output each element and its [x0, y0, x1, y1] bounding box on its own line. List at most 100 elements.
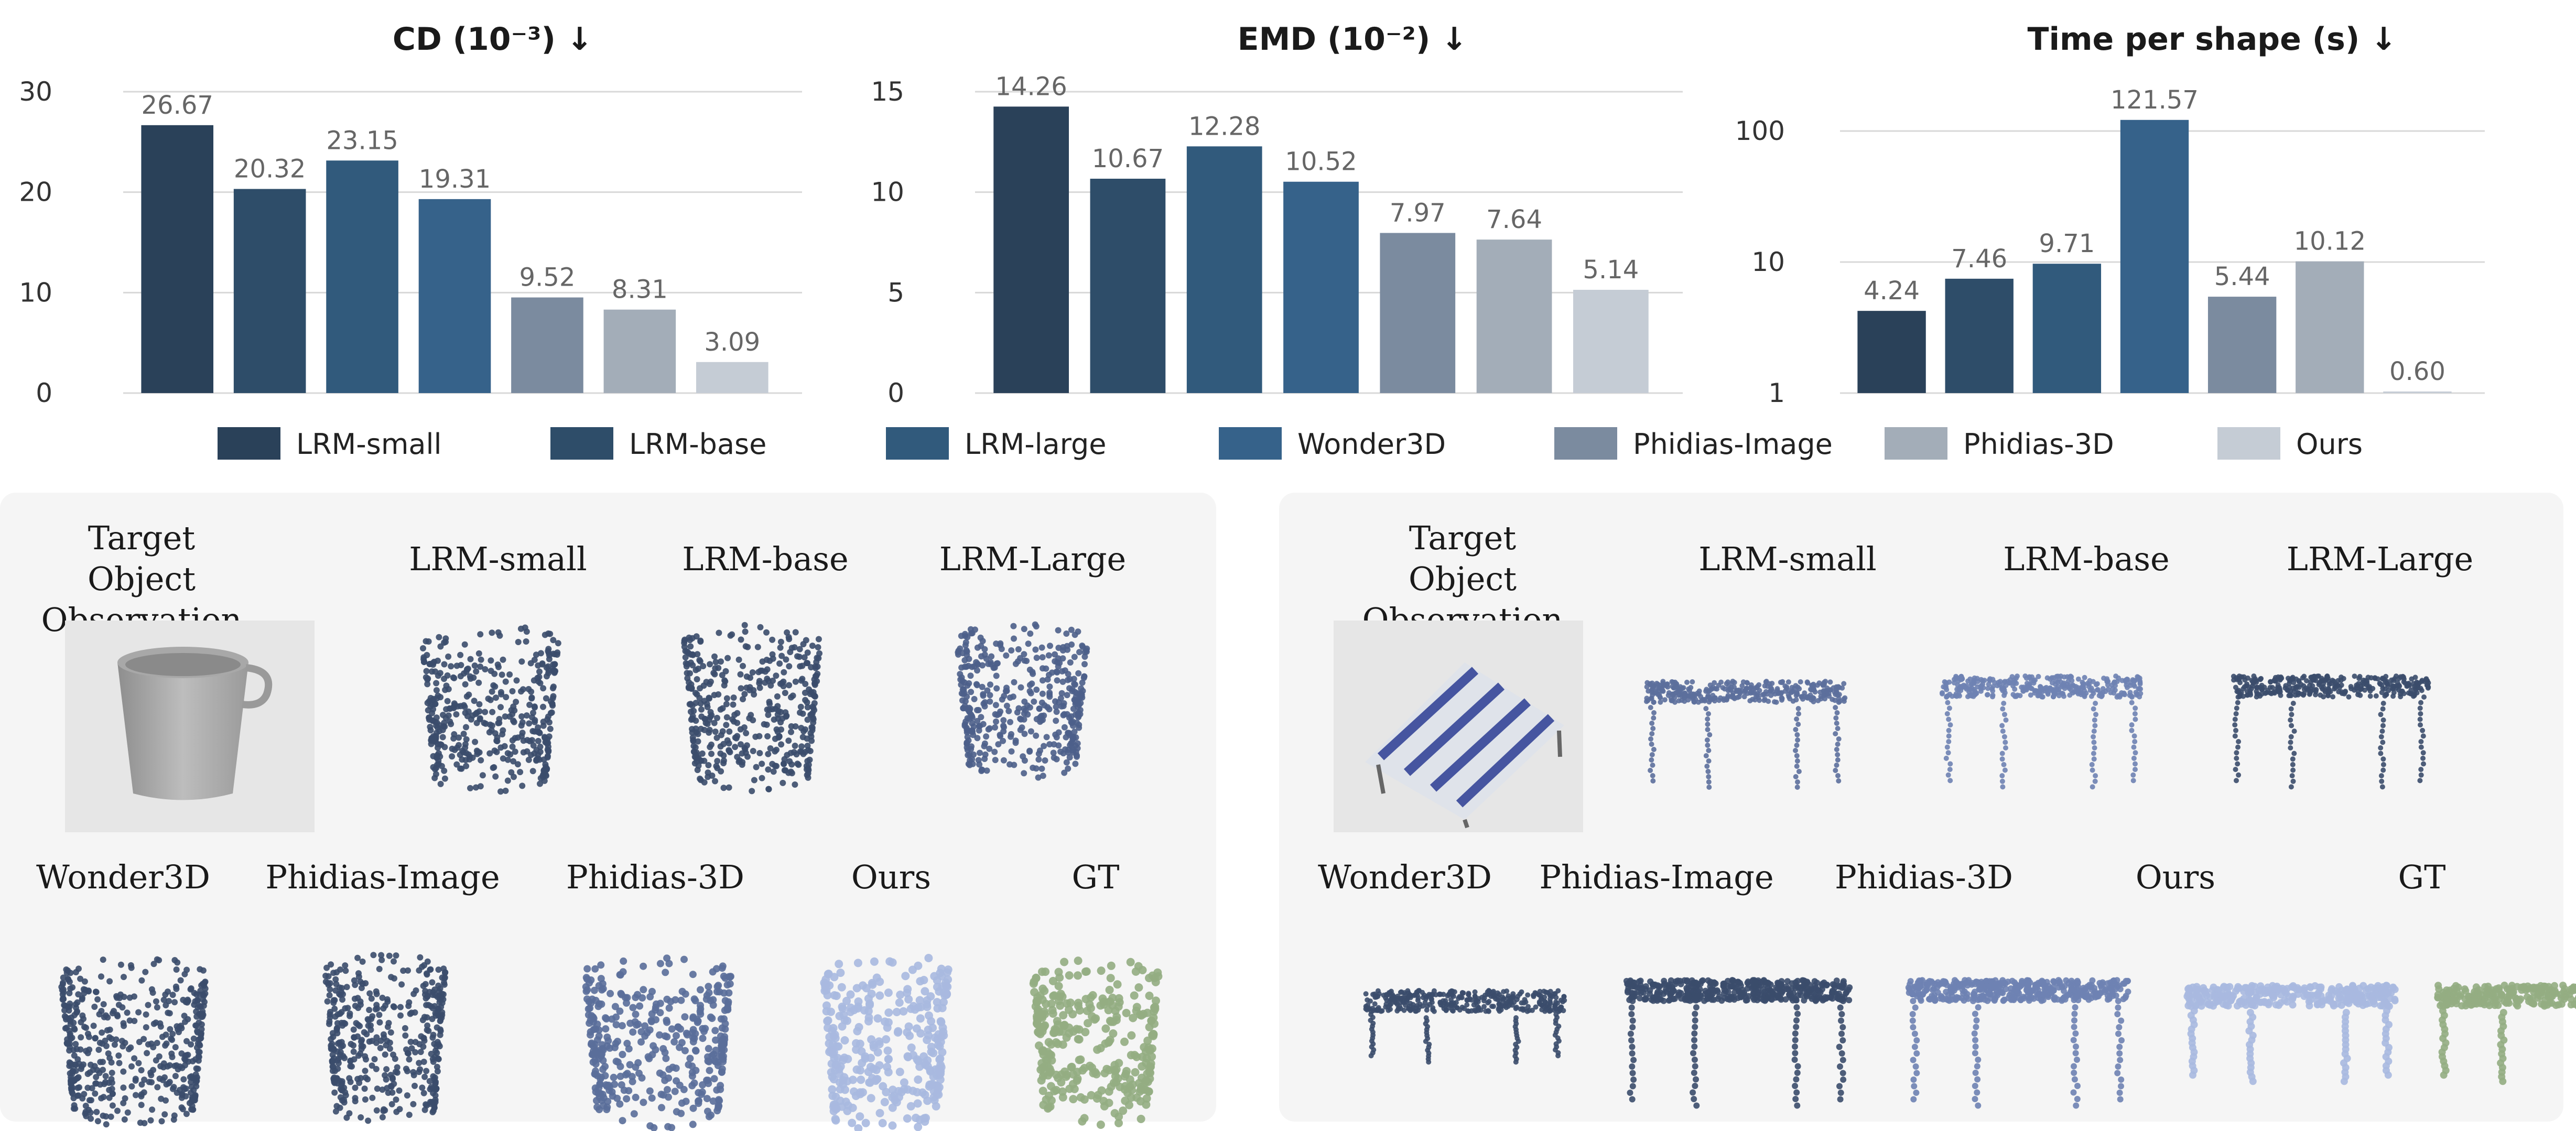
- chart-title: EMD (10⁻²) ↓: [1238, 21, 1468, 58]
- method-label: Phidias-3D: [566, 858, 744, 896]
- y-tick-label: 10: [871, 177, 904, 208]
- method-label: Wonder3D: [36, 858, 210, 896]
- bar-value-label: 8.31: [612, 275, 668, 304]
- bar-value-label: 7.46: [1951, 244, 2007, 274]
- y-tick-label: 20: [19, 177, 52, 208]
- bar-value-label: 12.28: [1188, 112, 1260, 141]
- y-tick-label: 0: [36, 378, 52, 408]
- right-comparison-panel: Target Object Observation LRM-small LRM-b…: [1279, 493, 2563, 1122]
- bar-phidias-image: [2207, 297, 2277, 393]
- bar-phidias-3d: [2296, 261, 2364, 393]
- bar-value-label: 26.67: [142, 91, 213, 120]
- bar-value-label: 10.12: [2294, 227, 2366, 256]
- bar-lrm-small: [141, 125, 214, 393]
- bar-value-label: 23.15: [326, 126, 398, 155]
- bar-lrm-large: [2032, 264, 2102, 393]
- y-tick-label: 0: [887, 378, 904, 408]
- y-tick-label: 100: [1735, 116, 1785, 146]
- bar-value-label: 9.71: [2039, 229, 2095, 258]
- time-chart: Time per shape (s) ↓ 1 10 100 4.24 7.46 9.71 12…: [1735, 21, 2485, 408]
- method-label: GT: [2398, 858, 2446, 896]
- bar-value-label: 14.26: [995, 72, 1067, 101]
- legend-swatch: [2217, 427, 2280, 460]
- bar-ours: [1573, 289, 1649, 393]
- bar-lrm-base: [1945, 278, 2014, 393]
- legend-swatch: [218, 427, 280, 460]
- y-tick-label: 5: [887, 277, 904, 308]
- method-label: LRM-base: [682, 540, 849, 578]
- method-label: LRM-Large: [939, 540, 1127, 578]
- legend-item: LRM-large: [886, 427, 1107, 461]
- bar-ours: [696, 362, 769, 393]
- method-label: Ours: [851, 858, 932, 896]
- bar-value-label: 5.44: [2214, 262, 2270, 291]
- emd-chart: EMD (10⁻²) ↓ 0 5 10 15 14.26 10.67 12.28 10.52 7.…: [871, 21, 1683, 408]
- legend-label: Ours: [2296, 428, 2363, 461]
- legend-label: Wonder3D: [1297, 428, 1446, 461]
- legend-item: Wonder3D: [1219, 427, 1446, 461]
- bar-value-label: 0.60: [2389, 357, 2445, 386]
- bar-value-label: 7.64: [1486, 205, 1542, 234]
- left-comparison-panel: Target Object Observation LRM-small LRM-b…: [0, 493, 1216, 1122]
- y-tick-label: 30: [19, 77, 52, 107]
- bar-lrm-base: [1090, 178, 1166, 393]
- legend-label: Phidias-Image: [1633, 428, 1833, 461]
- legend-swatch: [1554, 427, 1617, 460]
- legend-label: LRM-large: [965, 428, 1107, 461]
- bar-lrm-small: [1857, 311, 1926, 393]
- method-label: Wonder3D: [1318, 858, 1492, 896]
- bar-lrm-large: [326, 160, 398, 393]
- chart-title: CD (10⁻³) ↓: [393, 21, 593, 58]
- observation-image: [65, 621, 315, 832]
- method-label: Phidias-3D: [1835, 858, 2013, 896]
- bar-value-label: 121.57: [2110, 85, 2199, 115]
- legend-swatch: [886, 427, 949, 460]
- bar-value-label: 4.24: [1864, 276, 1920, 306]
- legend-swatch: [1219, 427, 1282, 460]
- method-label: LRM-Large: [2286, 540, 2474, 578]
- bar-lrm-base: [233, 189, 306, 393]
- legend-item: LRM-base: [550, 427, 766, 461]
- bar-ours: [2383, 392, 2452, 393]
- bar-value-label: 3.09: [704, 328, 760, 357]
- bar-lrm-large: [1186, 146, 1262, 393]
- method-label: LRM-base: [2003, 540, 2170, 578]
- legend-item: LRM-small: [218, 427, 442, 461]
- method-label: GT: [1071, 858, 1120, 896]
- legend-label: LRM-base: [629, 428, 766, 461]
- method-label: LRM-small: [409, 540, 587, 578]
- y-tick-label: 15: [871, 77, 904, 107]
- bar-value-label: 20.32: [234, 155, 306, 184]
- y-tick-label: 10: [1751, 247, 1785, 277]
- bar-phidias-image: [511, 297, 583, 393]
- legend-label: Phidias-3D: [1963, 428, 2114, 461]
- y-tick-label: 1: [1768, 378, 1785, 408]
- bar-value-label: 9.52: [519, 263, 575, 292]
- legend-item: Phidias-3D: [1885, 427, 2114, 461]
- bar-value-label: 19.31: [419, 165, 491, 194]
- method-label: Phidias-Image: [265, 858, 500, 896]
- legend-swatch: [1885, 427, 1947, 460]
- bar-phidias-3d: [1476, 240, 1552, 393]
- bar-wonder3d: [418, 199, 491, 393]
- bar-phidias-image: [1380, 233, 1456, 393]
- bar-wonder3d: [1283, 181, 1359, 393]
- method-label: Ours: [2135, 858, 2216, 896]
- y-tick-label: 10: [19, 277, 52, 308]
- chart-title: Time per shape (s) ↓: [2028, 21, 2397, 58]
- legend-swatch: [550, 427, 613, 460]
- bar-value-label: 10.52: [1285, 147, 1357, 177]
- bar-value-label: 7.97: [1390, 198, 1446, 227]
- bar-value-label: 10.67: [1092, 144, 1164, 173]
- cd-chart: CD (10⁻³) ↓ 0 10 20 30 26.67 20.32 23.15 19.31 9.…: [19, 21, 802, 408]
- legend-item: Phidias-Image: [1554, 427, 1833, 461]
- bar-value-label: 5.14: [1583, 255, 1639, 285]
- bar-phidias-3d: [603, 309, 676, 393]
- bar-wonder3d: [2120, 119, 2189, 393]
- legend-label: LRM-small: [296, 428, 442, 461]
- legend-item: Ours: [2217, 427, 2363, 461]
- observation-image: [1334, 621, 1583, 832]
- method-label: LRM-small: [1698, 540, 1877, 578]
- legend: LRM-small LRM-base LRM-large Wonder3D Phidia…: [218, 427, 2363, 461]
